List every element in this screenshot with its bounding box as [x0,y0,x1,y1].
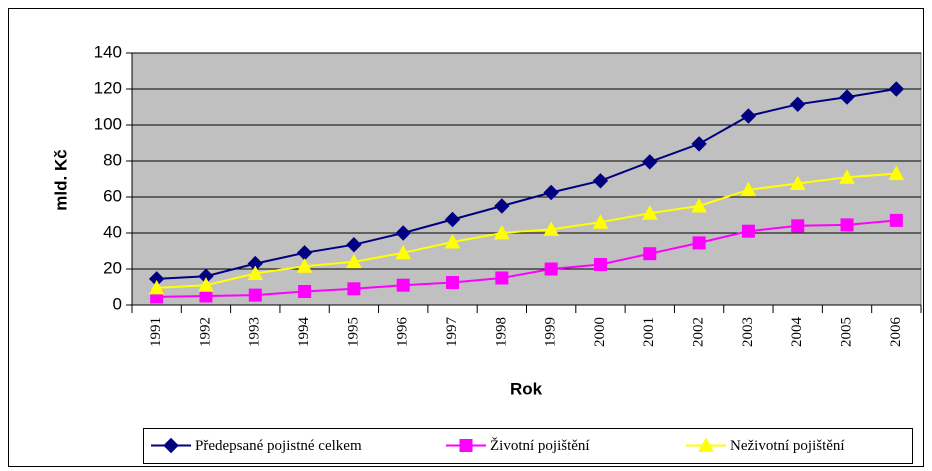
marker [346,253,362,269]
series-line [156,172,897,289]
marker [642,154,658,170]
y-axis-label: mld. Kč [51,149,70,210]
x-tick-label: 1995 [345,317,361,347]
marker [692,236,706,250]
legend-label: Životní pojištění [490,437,590,454]
marker [247,265,264,280]
x-tick-label: 1993 [247,317,263,347]
x-axis-label: Rok [510,379,543,398]
x-tick-label: 2002 [691,317,707,347]
y-tick-label: 20 [103,258,122,277]
x-tick-label: 2003 [740,317,756,347]
marker [643,247,657,261]
marker [395,225,411,241]
marker [888,165,905,181]
marker [395,244,412,260]
marker [592,173,609,189]
marker [459,439,473,452]
marker [543,184,559,201]
series-line [156,219,897,298]
marker [544,262,558,276]
marker [347,282,361,296]
marker [691,197,707,213]
legend-box [143,428,913,464]
marker [494,198,510,214]
marker [396,278,410,292]
marker [543,221,559,236]
marker [248,288,262,302]
x-tick-label: 1997 [444,317,460,348]
x-tick-label: 2001 [641,317,657,347]
x-tick-label: 1994 [296,317,312,348]
marker [698,437,714,452]
y-tick-label: 0 [113,294,122,313]
marker [346,236,362,253]
marker [148,279,165,295]
x-tick-label: 1999 [543,317,559,347]
marker [789,175,806,190]
marker [691,136,707,152]
y-tick-label: 100 [94,114,122,133]
marker [641,205,658,220]
marker [444,233,461,249]
marker [790,96,806,113]
y-tick-label: 120 [94,78,122,97]
y-tick-label: 140 [94,42,122,61]
marker [889,213,903,227]
marker [592,214,609,229]
x-tick-label: 2005 [838,317,854,347]
marker [198,277,214,292]
y-tick-label: 80 [103,150,122,169]
marker [741,224,755,238]
marker [888,81,905,97]
y-tick-label: 60 [103,186,122,205]
marker [444,211,461,228]
marker [495,271,509,285]
marker [840,218,854,232]
marker [296,258,313,273]
marker [446,276,460,289]
legend-label: Předepsané pojistné celkem [195,438,362,454]
x-tick-label: 2004 [789,317,805,348]
x-tick-label: 1991 [148,317,164,347]
legend-label: Neživotní pojištění [730,438,845,454]
marker [199,289,213,303]
plot-area [131,52,922,306]
x-tick-label: 2006 [888,317,904,348]
x-tick-label: 2000 [592,317,608,347]
marker [163,437,179,454]
marker [839,89,855,105]
marker [740,181,757,197]
marker [740,108,757,124]
marker [791,219,805,233]
marker [494,224,510,240]
marker [298,285,312,298]
y-tick-label: 40 [103,222,122,241]
x-tick-label: 1998 [493,317,509,347]
x-tick-label: 1996 [395,317,411,348]
marker [839,169,855,184]
marker [593,258,607,271]
series-line [156,88,897,280]
x-tick-label: 1992 [197,317,213,347]
